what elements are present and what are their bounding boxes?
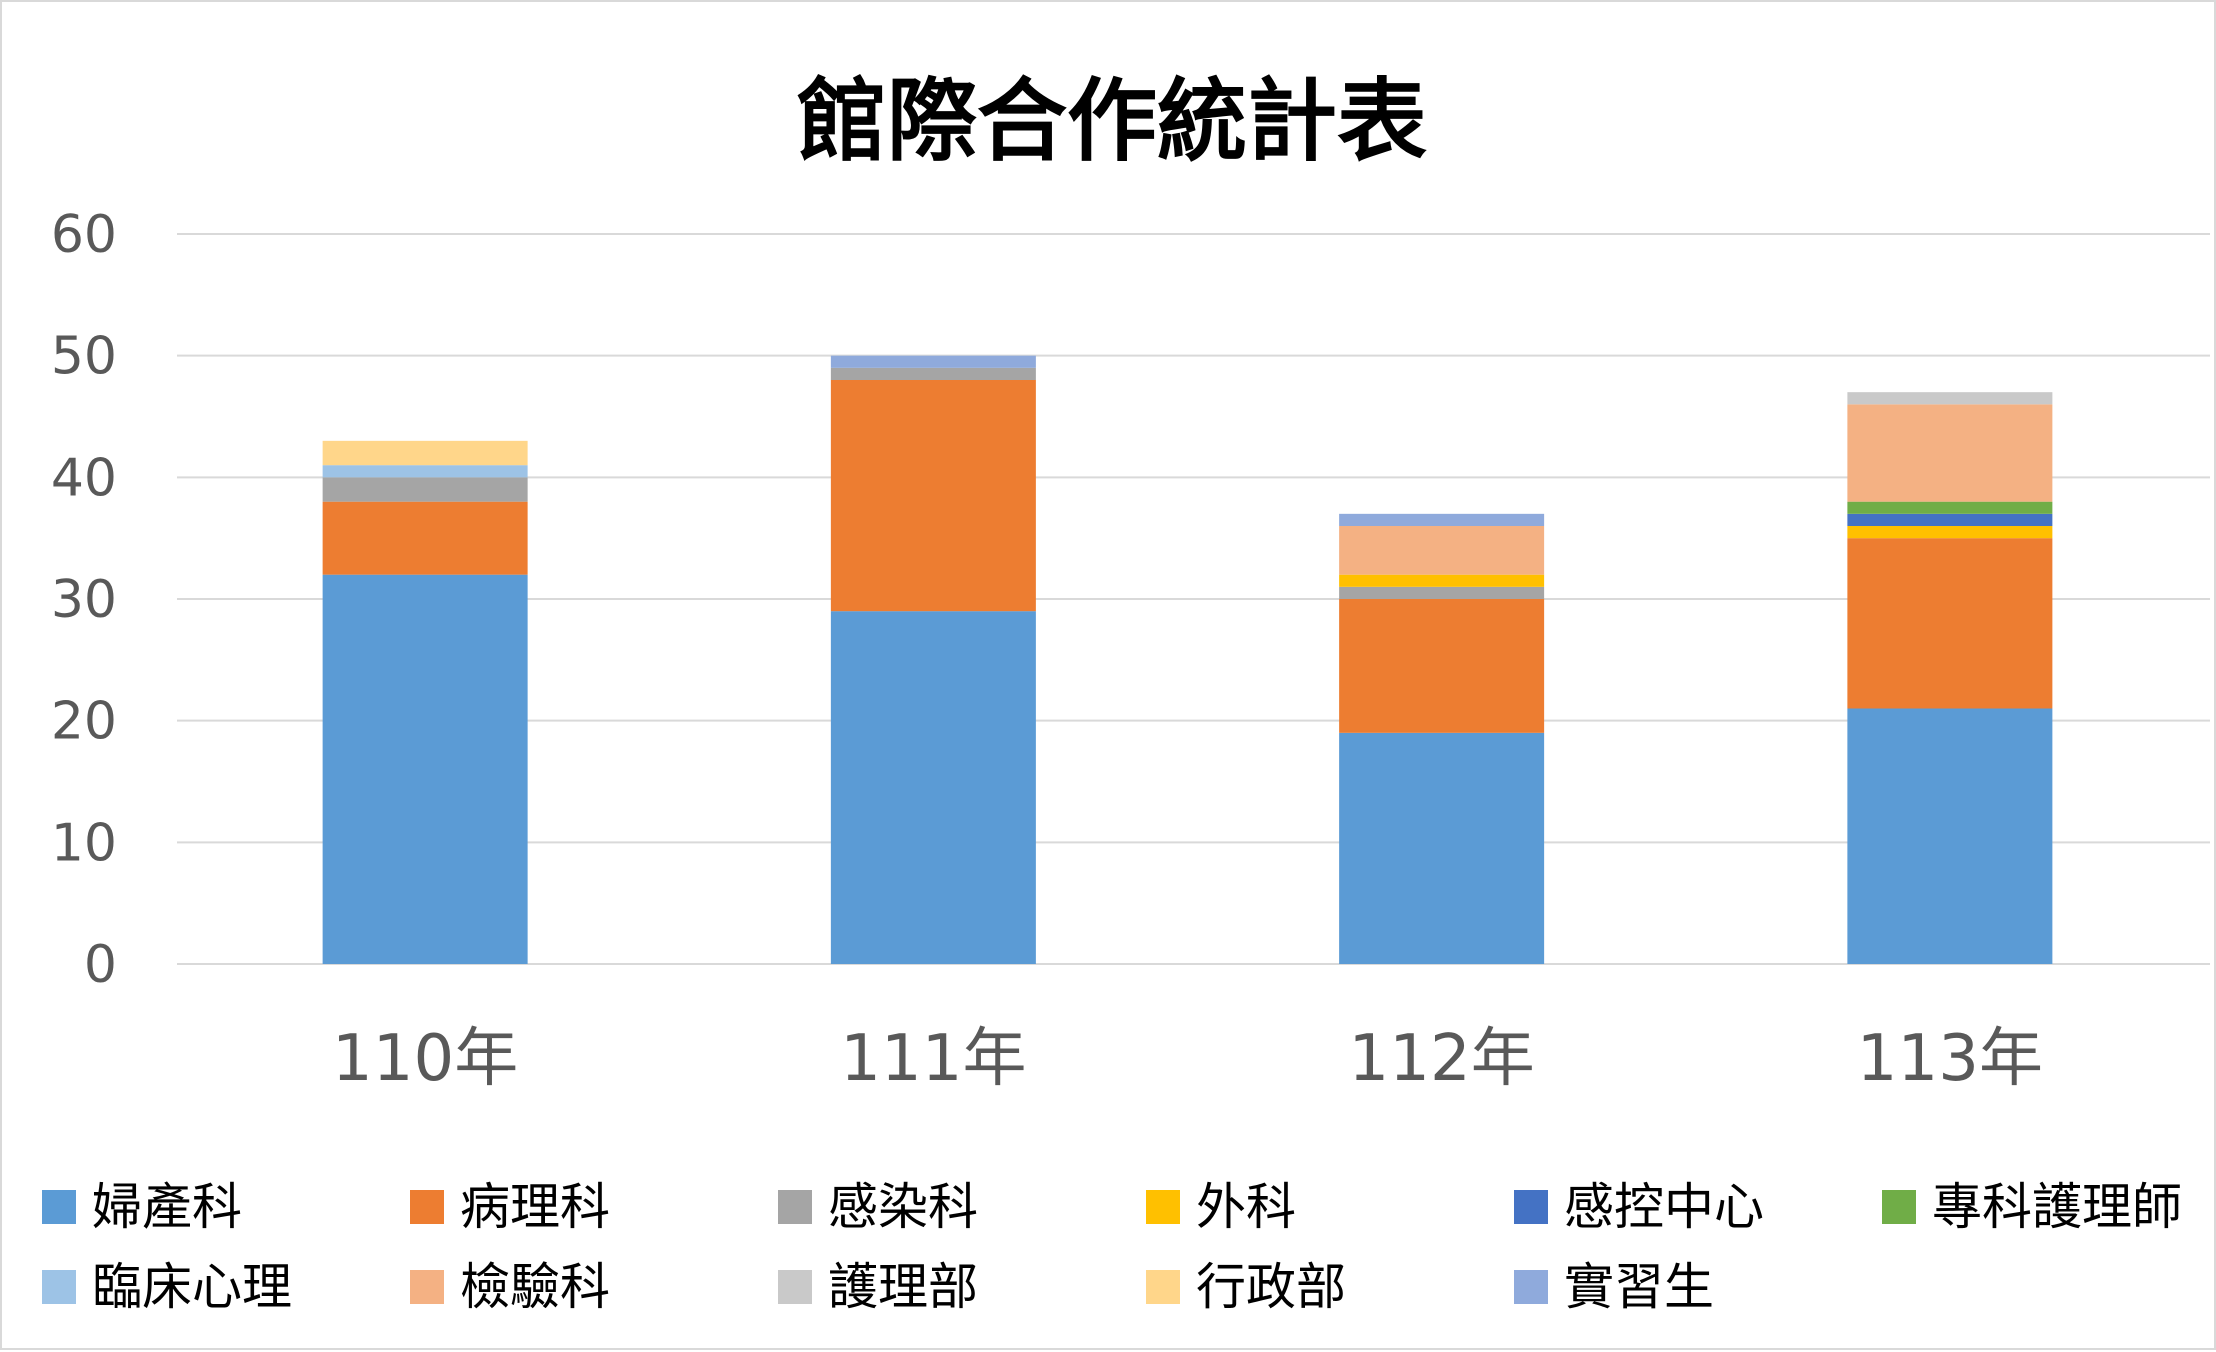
x-category-label: 113年	[1857, 1022, 2043, 1096]
legend-label: 感控中心	[1564, 1178, 1764, 1236]
legend-swatch	[410, 1190, 444, 1224]
y-tick-label: 40	[51, 448, 117, 508]
chart-title: 館際合作統計表	[797, 69, 1427, 174]
legend-swatch	[1882, 1190, 1916, 1224]
legend-swatch	[1146, 1190, 1180, 1224]
bar-segment	[830, 611, 1036, 964]
bar-segment	[1847, 708, 2053, 964]
legend-swatch	[1146, 1270, 1180, 1304]
y-tick-label: 10	[51, 813, 117, 873]
legend-swatch	[1514, 1190, 1548, 1224]
bar-segment	[1847, 526, 2053, 539]
bar-segment	[1339, 586, 1545, 599]
legend-label: 臨床心理	[92, 1258, 292, 1316]
bar-segment	[830, 367, 1036, 380]
legend-label: 外科	[1196, 1178, 1296, 1236]
legend-label: 病理科	[460, 1178, 610, 1236]
legend-label: 護理部	[828, 1258, 978, 1316]
bar-segment	[830, 380, 1036, 612]
y-tick-label: 30	[51, 570, 117, 630]
bar-segment	[830, 355, 1036, 368]
x-category-label: 111年	[840, 1022, 1026, 1096]
bar-segment	[322, 477, 528, 502]
y-tick-label: 50	[51, 327, 117, 387]
bar-segment	[322, 574, 528, 964]
bar-segment	[1339, 574, 1545, 587]
legend-swatch	[42, 1270, 76, 1304]
y-tick-label: 60	[51, 205, 117, 265]
bar-segment	[1847, 501, 2053, 514]
y-tick-label: 20	[51, 692, 117, 752]
bar-segment	[1847, 404, 2053, 502]
bar-segment	[1339, 732, 1545, 964]
x-category-label: 112年	[1349, 1022, 1535, 1096]
bar-segment	[1847, 513, 2053, 526]
bar-segment	[322, 465, 528, 478]
bar-segment	[1339, 526, 1545, 575]
legend-swatch	[410, 1270, 444, 1304]
bars	[322, 355, 2053, 964]
legend-swatch	[42, 1190, 76, 1224]
legend-swatch	[778, 1270, 812, 1304]
x-category-label: 110年	[332, 1022, 518, 1096]
legend-label: 行政部	[1196, 1258, 1346, 1316]
legend-label: 感染科	[828, 1178, 978, 1236]
bar-segment	[322, 501, 528, 575]
bar-segment	[1847, 392, 2053, 405]
legend-swatch	[778, 1190, 812, 1224]
legend-label: 婦產科	[92, 1178, 242, 1236]
y-tick-label: 0	[84, 935, 117, 995]
bar-segment	[1847, 538, 2053, 709]
legend-label: 實習生	[1564, 1258, 1714, 1316]
bar-segment	[1339, 599, 1545, 733]
bar-segment	[322, 440, 528, 466]
legend-label: 檢驗科	[460, 1258, 610, 1316]
x-axis-category-labels: 110年 111年 112年 113年	[332, 1022, 2043, 1096]
legend-label: 專科護理師	[1932, 1178, 2182, 1236]
legend-swatch	[1514, 1270, 1548, 1304]
y-axis-tick-labels: 0 10 20 30 40 50 60	[51, 205, 117, 995]
bar-segment	[1339, 513, 1545, 526]
